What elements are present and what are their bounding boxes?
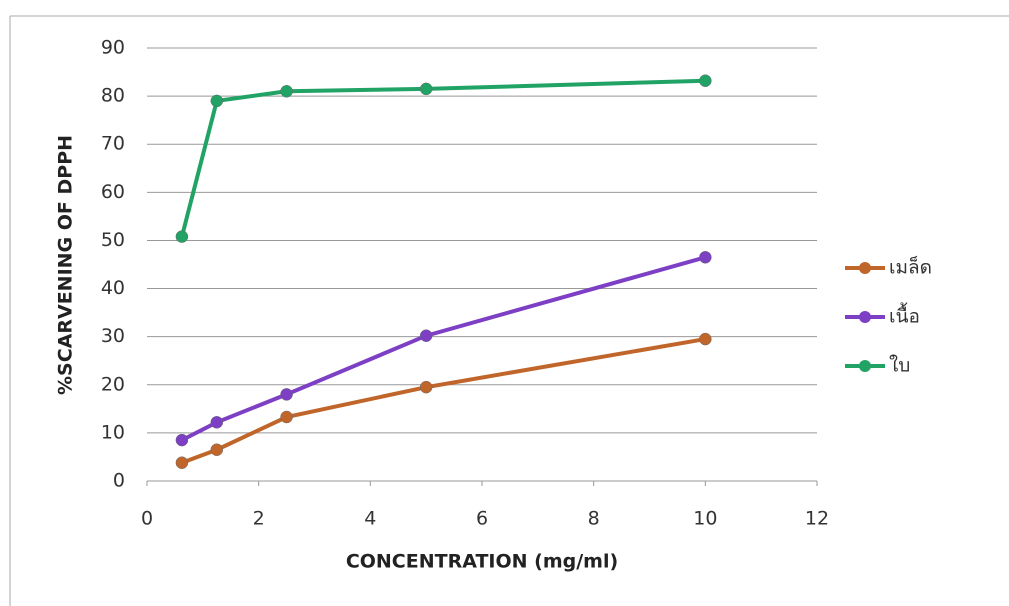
- legend-label: ใบ: [889, 355, 910, 377]
- y-tick-label: 40: [101, 277, 125, 299]
- x-tick-label: 12: [805, 508, 829, 530]
- y-tick-label: 30: [101, 325, 125, 347]
- x-tick-label: 4: [364, 508, 376, 530]
- x-axis-title: CONCENTRATION (mg/ml): [346, 551, 618, 573]
- data-point: [280, 410, 293, 424]
- data-point: [699, 74, 712, 87]
- y-tick-label: 50: [101, 229, 125, 251]
- y-tick-label: 80: [101, 85, 125, 107]
- data-point: [419, 329, 433, 342]
- y-tick-label: 10: [101, 421, 125, 443]
- data-point: [699, 251, 712, 264]
- y-tick-label: 20: [101, 373, 125, 395]
- x-tick-label: 0: [141, 508, 153, 530]
- data-point: [175, 456, 189, 469]
- data-point: [210, 94, 224, 108]
- y-tick-label: 90: [101, 37, 125, 59]
- y-tick-label: 70: [101, 133, 125, 155]
- x-tick-label: 2: [253, 508, 265, 530]
- legend-label: เนื้อ: [889, 303, 920, 328]
- data-point: [280, 388, 293, 401]
- data-point: [210, 416, 224, 429]
- y-axis-title: %SCARVENING OF DPPH: [55, 135, 77, 395]
- data-point: [419, 380, 433, 394]
- data-point: [175, 433, 189, 447]
- y-tick-label: 0: [113, 470, 125, 492]
- data-point: [280, 85, 293, 98]
- x-tick-label: 8: [588, 508, 600, 530]
- legend-label: เมล็ด: [889, 255, 932, 279]
- data-point: [210, 443, 224, 456]
- legend-marker: [859, 311, 871, 323]
- data-point: [699, 332, 712, 346]
- legend-marker: [859, 262, 871, 274]
- legend-marker: [859, 360, 871, 372]
- x-tick-label: 6: [476, 508, 488, 530]
- data-point: [419, 82, 433, 96]
- data-point: [175, 230, 189, 243]
- x-tick-label: 10: [693, 508, 717, 530]
- y-tick-label: 60: [101, 181, 125, 203]
